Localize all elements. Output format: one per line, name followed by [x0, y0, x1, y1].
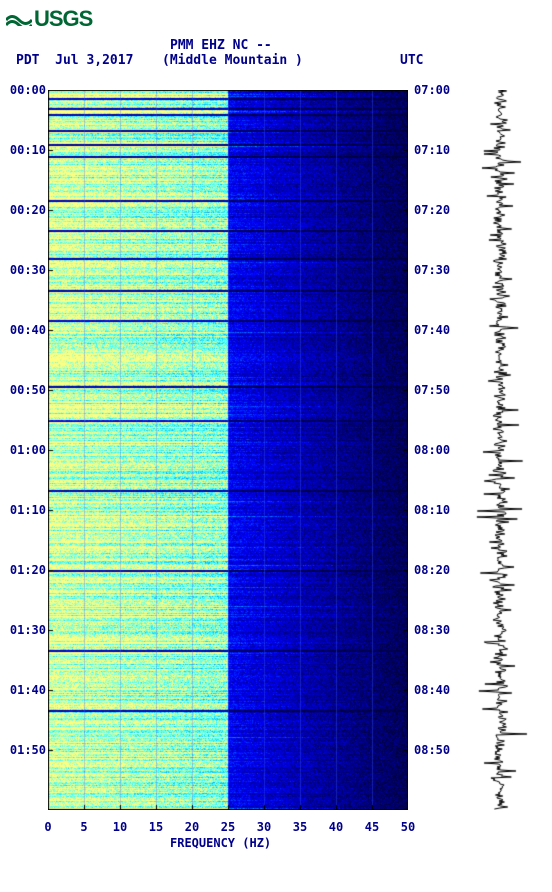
- y-right-tick: 07:30: [414, 263, 454, 277]
- x-axis-title: FREQUENCY (HZ): [170, 836, 271, 850]
- tz-right: UTC: [400, 53, 423, 68]
- y-left-tick: 01:20: [6, 563, 46, 577]
- trace-canvas: [470, 90, 530, 810]
- y-left-tick: 00:40: [6, 323, 46, 337]
- y-right-tick: 08:50: [414, 743, 454, 757]
- x-tick: 40: [329, 820, 343, 834]
- x-tick: 10: [113, 820, 127, 834]
- x-tick: 25: [221, 820, 235, 834]
- y-left-tick: 00:00: [6, 83, 46, 97]
- y-right-tick: 07:20: [414, 203, 454, 217]
- station-subtitle: (Middle Mountain ): [162, 53, 303, 68]
- station-title: PMM EHZ NC --: [170, 38, 272, 53]
- y-left-tick: 01:40: [6, 683, 46, 697]
- y-right-tick: 07:00: [414, 83, 454, 97]
- usgs-wave-icon: [6, 10, 32, 26]
- x-tick: 5: [80, 820, 87, 834]
- x-tick: 30: [257, 820, 271, 834]
- x-tick: 50: [401, 820, 415, 834]
- y-left-tick: 00:50: [6, 383, 46, 397]
- y-left-tick: 01:50: [6, 743, 46, 757]
- x-tick: 15: [149, 820, 163, 834]
- spectrogram-canvas: [48, 90, 408, 810]
- y-right-tick: 07:40: [414, 323, 454, 337]
- x-tick: 35: [293, 820, 307, 834]
- header-left: PDT Jul 3,2017: [16, 53, 133, 68]
- y-left-tick: 00:30: [6, 263, 46, 277]
- date: Jul 3,2017: [55, 53, 133, 68]
- y-right-tick: 08:10: [414, 503, 454, 517]
- x-tick: 20: [185, 820, 199, 834]
- y-right-tick: 07:10: [414, 143, 454, 157]
- logo-text: USGS: [34, 6, 92, 31]
- y-right-tick: 08:30: [414, 623, 454, 637]
- tz-left: PDT: [16, 53, 39, 68]
- spectrogram-plot: [48, 90, 408, 810]
- x-tick: 0: [44, 820, 51, 834]
- y-left-tick: 01:00: [6, 443, 46, 457]
- y-right-tick: 07:50: [414, 383, 454, 397]
- y-left-tick: 01:10: [6, 503, 46, 517]
- seismogram-trace: [470, 90, 530, 810]
- y-right-tick: 08:20: [414, 563, 454, 577]
- y-left-tick: 00:20: [6, 203, 46, 217]
- y-left-tick: 00:10: [6, 143, 46, 157]
- y-left-tick: 01:30: [6, 623, 46, 637]
- y-right-tick: 08:00: [414, 443, 454, 457]
- y-right-tick: 08:40: [414, 683, 454, 697]
- usgs-logo: USGS: [6, 6, 92, 32]
- x-tick: 45: [365, 820, 379, 834]
